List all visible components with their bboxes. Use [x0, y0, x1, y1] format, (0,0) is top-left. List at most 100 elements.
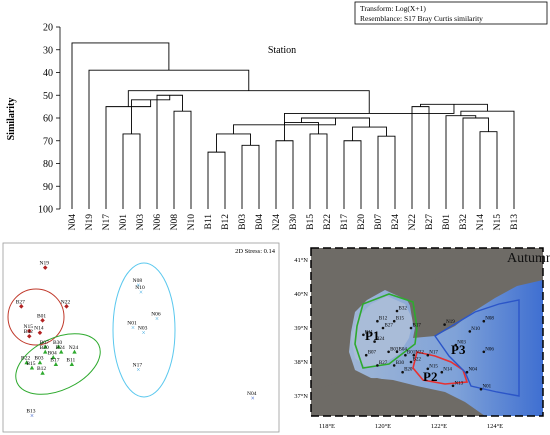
station-labels: N04 N19 N17 N01 N03 N06 N08 N10 B11 B12 B03 B04 N24 B… [68, 214, 520, 231]
map-station-label: B04 [399, 347, 408, 352]
map-frame [310, 247, 544, 417]
station-label: B04 [255, 214, 265, 230]
longitude-label: 122°E [431, 423, 447, 430]
region-p1-outline [354, 293, 418, 369]
region-p3-label: P3 [451, 342, 466, 357]
station-label: N14 [476, 214, 486, 231]
mds-point-label: B01 [37, 313, 46, 319]
dendrogram-branch [71, 42, 170, 209]
mds-point-marker: × [131, 324, 135, 332]
map-station-dot [381, 326, 385, 330]
map-station-dot [373, 340, 376, 343]
mds-point-label: B24 [56, 345, 65, 351]
mds-point-label: B20 [40, 345, 49, 351]
map-station-dot [443, 323, 446, 326]
longitude-label: 118°E [319, 423, 335, 430]
station-label: N19 [85, 214, 95, 231]
map-station-label: B22 [413, 358, 422, 363]
cluster-ellipse-blue [112, 262, 176, 398]
mds-point-label: B22 [21, 356, 30, 362]
mds-point-marker [69, 362, 75, 366]
station-label: N15 [493, 214, 503, 231]
mds-point-marker [27, 328, 32, 334]
y-tick-label: 60 [43, 114, 53, 125]
bohai-sea [351, 296, 413, 368]
latitude-label: 41°N [294, 257, 308, 264]
mds-point-label: N10 [135, 285, 145, 291]
map-station-dot [465, 370, 469, 374]
mds-point-marker [24, 360, 29, 365]
station-label: B15 [306, 214, 316, 230]
shandong-peninsula [311, 378, 471, 416]
mds-point-label: N06 [151, 312, 161, 318]
map-station-label: B24 [376, 337, 385, 342]
map-station-label: B20 [404, 368, 413, 373]
map-station-label: N06 [485, 347, 494, 352]
map-station-dot [376, 364, 379, 367]
map-station-label: B12 [379, 317, 388, 322]
y-tick-label: 70 [43, 136, 53, 147]
latitude-label: 37°N [294, 393, 308, 400]
station-label: N08 [170, 214, 180, 231]
station-label: B30 [289, 214, 299, 230]
mds-point-marker: × [136, 282, 140, 290]
map-station-label: N03 [457, 341, 466, 346]
mds-point-label: N24 [69, 345, 79, 351]
y-tick-label: 80 [43, 159, 53, 170]
mds-point-label: B11 [66, 357, 75, 363]
dendrogram-branch [173, 110, 192, 209]
dendrogram-branch [411, 106, 430, 209]
mds-point-label: N19 [39, 261, 49, 267]
mds-point-label: B30 [53, 340, 62, 346]
map-station-dot [426, 353, 430, 357]
mds-point-label: B27 [16, 299, 25, 305]
dendrogram-branch [343, 140, 362, 209]
station-label: N17 [102, 214, 112, 231]
dendrogram-chart: Transform: Log(X+1) Resemblance: S17 Bra… [6, 1, 548, 231]
map-station-dot [409, 360, 413, 364]
map-station-label: N19 [446, 320, 455, 325]
map-station-label: B11 [365, 330, 374, 335]
season-label: Autumn [507, 251, 550, 266]
mds-point-label: N14 [34, 326, 44, 332]
mds-point-marker: × [30, 412, 34, 420]
mds-frame [2, 242, 280, 433]
mds-point-label: N01 [127, 320, 137, 326]
map-station-dot [440, 370, 444, 374]
mds-point-marker [59, 349, 64, 354]
dendrogram-branch [241, 144, 260, 209]
mds-point-label: B32 [24, 329, 33, 335]
mds-point-label: B03 [34, 356, 43, 362]
map-station-dot [392, 364, 396, 367]
map-station-dot [412, 353, 416, 357]
mds-point-marker [40, 370, 45, 375]
longitude-label: 124°E [487, 423, 503, 430]
map-station-label: B01 [407, 351, 416, 356]
map-station-dot [468, 330, 472, 333]
station-label: B11 [204, 214, 214, 230]
station-label: N24 [272, 214, 282, 231]
map-station-dot [426, 367, 430, 371]
y-tick-label: 100 [38, 205, 53, 216]
legend-frame [354, 1, 548, 25]
longitude-labels: 118°E 120°E 122°E 124°E [319, 423, 503, 430]
map-station-label: N17 [429, 351, 438, 356]
mds-point-marker [29, 365, 35, 370]
mds-point-label: B07 [40, 340, 49, 346]
map-station-dot [392, 319, 396, 323]
map-station-label: N14 [443, 368, 452, 373]
station-label: N10 [187, 214, 197, 231]
dendrogram-branch [445, 115, 477, 209]
cluster-ellipse-red [7, 288, 65, 346]
region-p2-outline [412, 351, 469, 385]
mds-point-marker [53, 362, 59, 366]
dendrogram-branch [216, 133, 251, 153]
station-label: B13 [510, 214, 520, 230]
mds-point-marker [43, 344, 48, 349]
map-station-label: B27 [385, 324, 394, 329]
station-label: B03 [238, 214, 248, 230]
y-tick-label: 30 [43, 45, 53, 56]
cluster-ellipse-green [15, 333, 101, 395]
